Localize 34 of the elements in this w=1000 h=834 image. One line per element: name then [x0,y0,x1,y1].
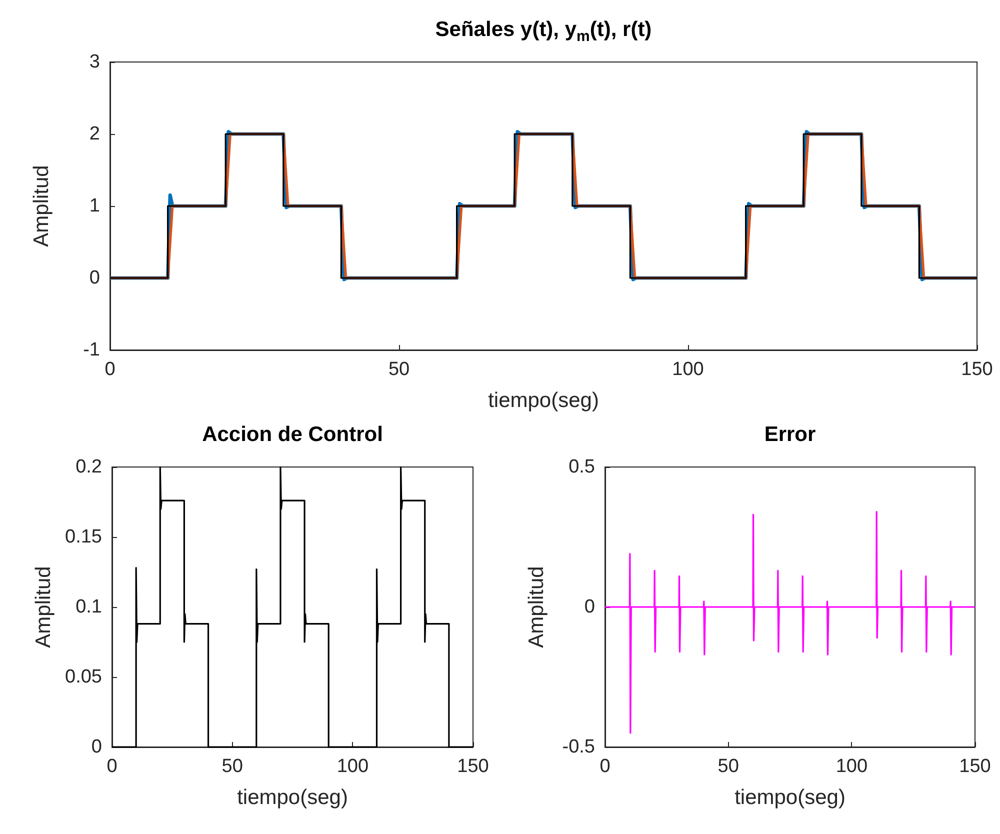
x-tick-label: 100 [672,359,704,380]
y-tick-label: 0 [584,596,595,618]
y-tick-label: 1 [89,196,100,216]
y-tick-label: 3 [89,52,100,72]
y-tick-label: -0.5 [562,736,595,758]
x-tick-label: 0 [104,359,116,380]
y-axis-title: Amplitud [32,566,55,648]
x-tick-label: 100 [836,756,868,777]
y-axis-title: Amplitud [525,566,548,648]
x-tick-label: 150 [457,756,489,777]
y-tick-label: 0 [89,268,100,288]
y-tick-label: 2 [89,124,100,144]
y-tick-label: 0.15 [65,526,102,548]
y-tick-label: 0 [91,736,102,758]
y-tick-label: 0.5 [568,456,595,478]
x-tick-label: 0 [600,756,610,777]
x-tick-label: 50 [222,756,243,777]
x-tick-label: 150 [961,359,993,380]
chart-title: Señales y(t), y$_{m}$(t), r(t) [434,18,653,46]
x-tick-label: 150 [959,756,991,777]
chart-title: Error [763,423,817,447]
chart-title: Accion de Control [201,423,384,447]
y-tick-label: 0.1 [76,596,102,618]
x-tick-label: 100 [336,756,369,777]
x-axis-title: tiempo(seg) [734,786,846,809]
y-tick-label: 0.05 [65,666,102,688]
y-tick-label: 0.2 [76,456,102,478]
y-tick-label: -1 [83,340,100,360]
x-axis-title: tiempo(seg) [237,786,348,809]
x-tick-label: 50 [718,756,739,777]
y-axis-title: Amplitud [30,165,53,247]
x-tick-label: 0 [106,756,118,777]
x-axis-title: tiempo(seg) [488,389,599,412]
x-tick-label: 50 [388,359,410,380]
